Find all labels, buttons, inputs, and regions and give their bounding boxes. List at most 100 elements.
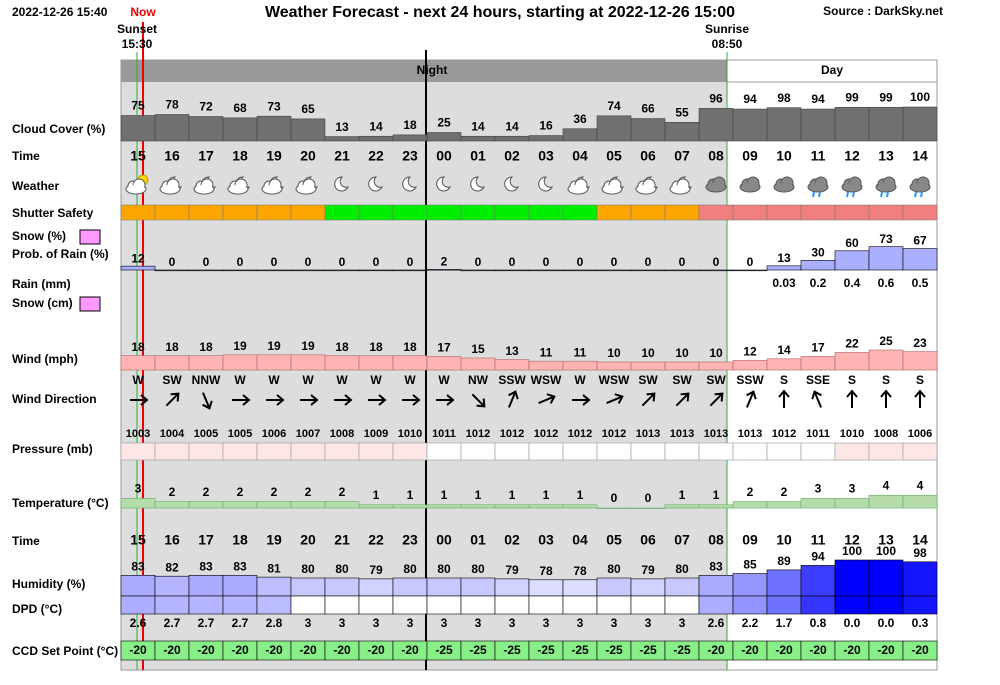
wind-arrow	[914, 389, 926, 408]
pressure-value: 1012	[568, 428, 592, 440]
hour: 14	[912, 532, 928, 548]
pressure-value: 1013	[738, 428, 762, 440]
rain-prob-value: 0	[169, 255, 176, 269]
humidity-value: 79	[505, 563, 519, 577]
shutter-cell	[766, 204, 802, 221]
dpd-cell	[800, 595, 836, 615]
wind-value: 12	[743, 345, 757, 359]
rain-prob-value: 0	[577, 255, 584, 269]
shutter-cell	[596, 204, 632, 221]
dpd-value: 3	[611, 616, 618, 630]
weather-icon	[841, 176, 863, 198]
temperature-bar	[358, 504, 394, 509]
wind-value: 25	[879, 334, 893, 348]
dpd-cell	[596, 595, 632, 615]
hour: 17	[198, 148, 214, 164]
rain-prob-bar	[834, 250, 870, 271]
weather-icon	[669, 176, 692, 195]
rain-prob-value: 60	[845, 236, 859, 250]
temperature-value: 4	[883, 478, 890, 492]
hour: 03	[538, 148, 554, 164]
moon	[538, 176, 553, 192]
humidity-value: 80	[607, 562, 621, 576]
rain-prob-value: 2	[441, 255, 448, 269]
dpd-cell	[630, 595, 666, 615]
temperature-value: 1	[713, 488, 720, 502]
dpd-cell	[324, 595, 360, 615]
temperature-value: 3	[849, 482, 856, 496]
humidity-value: 83	[131, 559, 145, 573]
wind-direction: W	[336, 373, 348, 387]
temperature-value: 1	[509, 488, 516, 502]
wind-bar	[222, 354, 258, 371]
shutter-cell	[222, 204, 258, 221]
wind-direction: WSW	[531, 373, 562, 387]
weather-icon	[125, 174, 149, 195]
cloud	[637, 185, 655, 193]
ccd-value: -25	[435, 643, 453, 657]
wind-bar	[290, 354, 326, 371]
humidity-bar	[800, 565, 836, 597]
wind-arrow	[130, 394, 149, 406]
wind-arrow	[402, 394, 421, 406]
hour: 04	[572, 532, 588, 548]
cloud_cover-bar	[290, 118, 326, 142]
rain-prob-value: 0	[509, 255, 516, 269]
arrow-shaft	[675, 393, 689, 407]
pressure-value: 1011	[432, 428, 456, 440]
temperature-bar	[222, 501, 258, 509]
ccd-value: -20	[163, 643, 181, 657]
wind-bar	[698, 361, 734, 371]
cloud	[603, 185, 621, 193]
humidity-bar	[562, 579, 598, 597]
pressure-cell	[188, 442, 224, 461]
dpd-value: 2.6	[130, 616, 147, 630]
rain-prob-value: 0	[679, 255, 686, 269]
cloud_cover-bar	[120, 115, 156, 142]
wind-arrow	[572, 394, 591, 406]
hour: 21	[334, 532, 350, 548]
pressure-cell	[698, 442, 734, 461]
wind-arrow	[641, 392, 656, 407]
cloud	[707, 183, 725, 191]
dpd-cell	[188, 595, 224, 615]
rain-prob-bar	[528, 269, 564, 272]
humidity-bar	[528, 579, 564, 597]
hour: 08	[708, 148, 724, 164]
pressure-cell	[766, 442, 802, 461]
ccd-value: -25	[537, 643, 555, 657]
rain-mm-value: 0.5	[912, 276, 929, 290]
pressure-value: 1007	[296, 428, 320, 440]
ccd-value: -20	[299, 643, 317, 657]
ccd-value: -25	[639, 643, 657, 657]
rain-prob-bar	[222, 269, 258, 272]
hour: 19	[266, 148, 282, 164]
pressure-value: 1005	[194, 428, 218, 440]
cloud_cover-bar	[630, 118, 666, 142]
arrow-head	[846, 389, 858, 398]
cloud	[809, 183, 827, 191]
hour: 01	[470, 148, 486, 164]
humidity-value: 100	[842, 544, 862, 558]
shutter-cell	[494, 204, 530, 221]
dpd-value: 3	[543, 616, 550, 630]
cloud_cover-value: 72	[199, 100, 213, 114]
rain-prob-bar	[256, 269, 292, 272]
moon	[334, 176, 349, 192]
humidity-value: 78	[539, 564, 553, 578]
pressure-cell	[834, 442, 870, 461]
cloud_cover-value: 96	[709, 92, 723, 106]
dpd-cell	[392, 595, 428, 615]
humidity-value: 94	[811, 550, 825, 564]
wind-value: 11	[540, 345, 553, 359]
arrow-shaft	[471, 393, 485, 407]
wind-direction: S	[848, 373, 856, 387]
pressure-cell	[630, 442, 666, 461]
humidity-bar	[596, 577, 632, 597]
dpd-value: 3	[441, 616, 448, 630]
humidity-bar	[358, 578, 394, 597]
wind-bar	[154, 355, 190, 371]
wind-value: 10	[607, 346, 621, 360]
arrow-shaft	[746, 392, 754, 408]
pressure-cell	[732, 442, 768, 461]
